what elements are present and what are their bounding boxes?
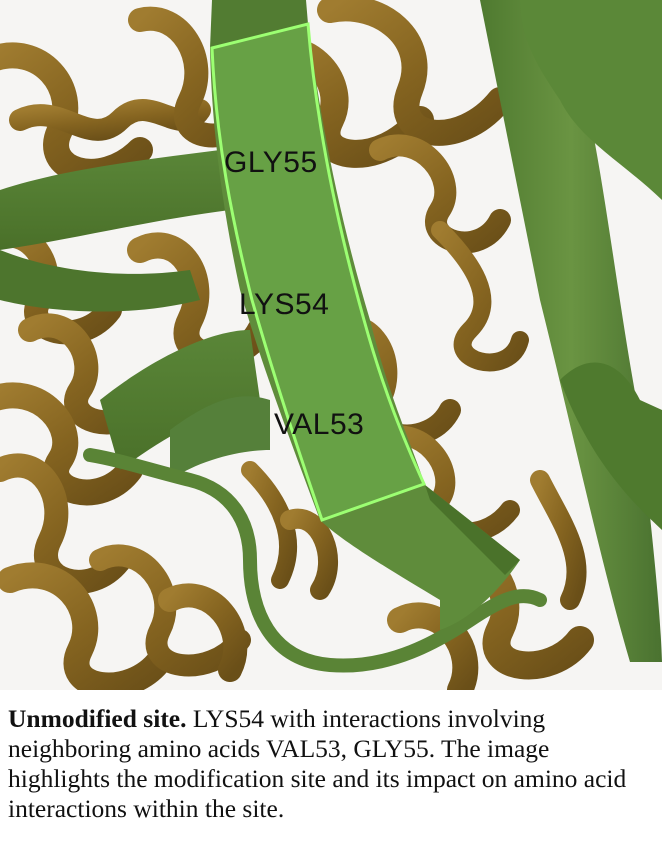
residue-label-val53: VAL53 [274,408,365,441]
ribbon-render [0,0,662,690]
middle-left-strand [100,330,260,470]
green-loop [83,448,547,673]
protein-structure-figure: GLY55 LYS54 VAL53 [0,0,662,690]
modification-site-highlight [210,22,427,522]
right-beta-strand [480,0,662,662]
residue-label-lys54: LYS54 [239,288,330,321]
caption-title: Unmodified site. [8,704,187,733]
figure-caption: Unmodified site. LYS54 with interactions… [8,704,648,824]
upper-left-strand [0,150,230,250]
caption-body: LYS54 with interactions involving neighb… [8,704,627,823]
residue-label-gly55: GLY55 [224,146,318,179]
